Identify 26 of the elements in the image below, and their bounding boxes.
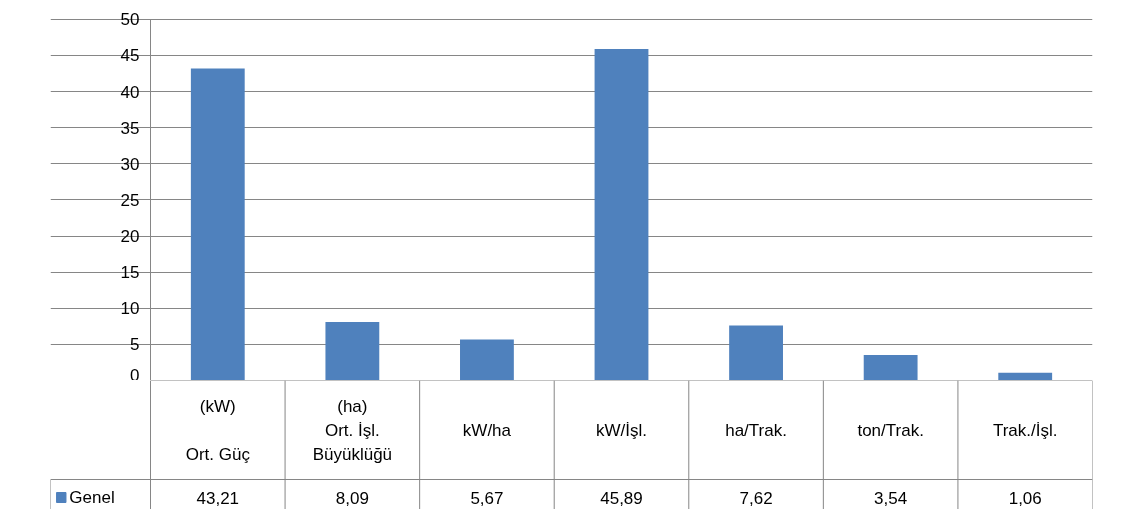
x-tick-label: ha/Trak. <box>725 420 787 440</box>
data-label: 1,06 <box>1008 488 1042 508</box>
x-tick-label: kW/İşl. <box>596 420 647 440</box>
y-tick-label: 0 <box>130 365 140 385</box>
y-tick-label: 25 <box>120 190 140 210</box>
data-label: 3,54 <box>874 488 908 508</box>
y-tick-label: 40 <box>120 82 140 102</box>
data-label: 45,89 <box>600 488 643 508</box>
y-tick-label: 20 <box>120 227 140 247</box>
data-label: 8,09 <box>335 488 369 508</box>
y-tick-label: 35 <box>120 118 140 138</box>
data-label: 7,62 <box>739 488 773 508</box>
data-label: 43,21 <box>196 488 240 508</box>
x-tick-label: (ha) Ort. İşl. Büyüklüğü <box>312 396 393 464</box>
y-tick-label: 50 <box>120 10 140 30</box>
x-tick-label: kW/ha <box>462 420 512 440</box>
data-label: 5,67 <box>470 488 504 508</box>
x-tick-label: ton/Trak. <box>857 420 924 440</box>
x-tick-label: Trak./İşl. <box>992 420 1058 440</box>
y-tick-label: 30 <box>120 154 140 174</box>
y-tick-label: 10 <box>120 299 140 319</box>
y-tick-label: 45 <box>120 46 140 66</box>
y-tick-label: 15 <box>120 263 140 283</box>
y-tick-label: 5 <box>130 335 140 355</box>
legend-label: Genel <box>69 488 115 507</box>
category-label: (kW) Ort. Güç <box>185 396 250 464</box>
